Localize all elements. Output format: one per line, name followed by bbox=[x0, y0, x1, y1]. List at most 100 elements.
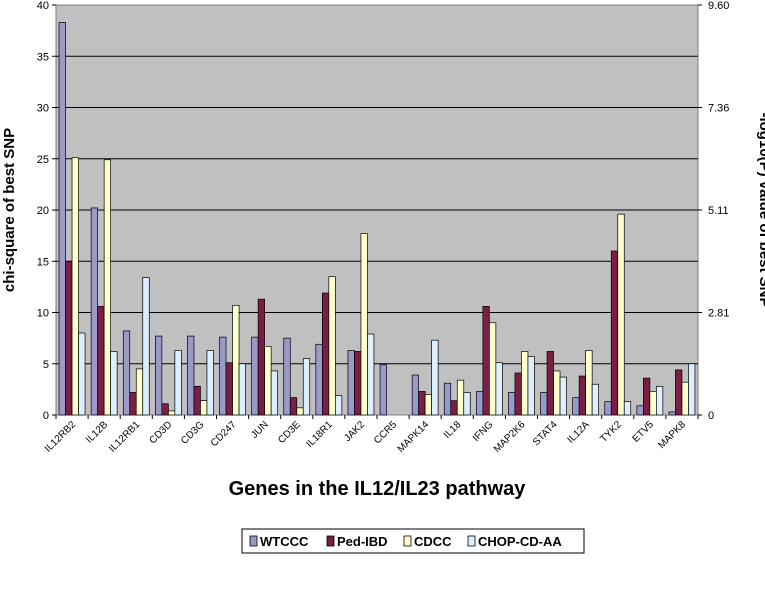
legend-label-ped-ibd: Ped-IBD bbox=[337, 534, 388, 549]
legend-swatch-ped-ibd bbox=[326, 535, 335, 547]
x-tick-label: MAPK8 bbox=[656, 419, 688, 451]
x-tick-label: IL12RB2 bbox=[43, 419, 79, 455]
bar-il18-wtccc bbox=[443, 382, 452, 416]
bar-mapk8-ped-ibd bbox=[675, 369, 683, 416]
bar-il12a-cdcc bbox=[585, 350, 593, 416]
bar-il12rb1-ped-ibd bbox=[129, 392, 137, 416]
bar-stat4-cdcc bbox=[553, 370, 561, 416]
legend-box bbox=[241, 528, 585, 554]
bar-cd247-ped-ibd bbox=[225, 362, 233, 416]
bar-mapk8-chop-cd-aa bbox=[688, 363, 696, 416]
bar-mapk8-cdcc bbox=[681, 381, 689, 416]
bar-etv5-chop-cd-aa bbox=[655, 385, 664, 416]
bar-il18-chop-cd-aa bbox=[463, 392, 471, 416]
y-axis-title: chi-square of best SNP bbox=[1, 128, 18, 292]
x-tick-label: CCR5 bbox=[372, 419, 399, 446]
bar-il12rb2-ped-ibd bbox=[65, 260, 73, 416]
bar-jun-wtccc bbox=[251, 336, 259, 416]
secondary-y-axis-title: -log10(P) value of best SNP bbox=[756, 112, 765, 307]
bar-stat4-wtccc bbox=[540, 392, 548, 416]
bar-cd3d-ped-ibd bbox=[161, 403, 169, 416]
y-tick-label: 20 bbox=[37, 205, 49, 217]
legend-swatch-wtccc bbox=[249, 535, 258, 547]
bar-il12rb2-cdcc bbox=[71, 157, 79, 416]
y-tick-label: 40 bbox=[37, 0, 49, 12]
bar-jun-chop-cd-aa bbox=[270, 370, 278, 416]
x-tick-label: CD3E bbox=[276, 419, 303, 446]
bar-il12b-chop-cd-aa bbox=[110, 351, 118, 416]
bar-jun-ped-ibd bbox=[257, 298, 265, 416]
bar-il18r1-ped-ibd bbox=[322, 292, 330, 416]
x-tick-label: JAK2 bbox=[342, 419, 367, 444]
legend-label-chop-cd-aa: CHOP-CD-AA bbox=[478, 534, 562, 549]
y-tick-label: 35 bbox=[37, 51, 49, 63]
bar-il12b-ped-ibd bbox=[97, 306, 105, 416]
y2-tick-label: 0 bbox=[708, 410, 714, 422]
y-tick-label: 0 bbox=[43, 410, 49, 422]
secondary-y-axis-ticks: 0 2.81 5.11 7.36 9.60 bbox=[698, 0, 729, 422]
bar-il12rb2-wtccc bbox=[58, 22, 66, 416]
legend-label-wtccc: WTCCC bbox=[260, 534, 309, 549]
x-tick-label: CD247 bbox=[209, 419, 239, 449]
x-tick-label: IL12B bbox=[84, 419, 110, 445]
x-tick-label: IL18 bbox=[442, 419, 464, 441]
bar-tyk2-cdcc bbox=[617, 213, 625, 416]
bar-tyk2-ped-ibd bbox=[610, 250, 619, 416]
bar-tyk2-wtccc bbox=[604, 401, 612, 416]
bar-ifng-cdcc bbox=[489, 322, 497, 416]
bar-il12rb2-chop-cd-aa bbox=[78, 332, 86, 416]
bar-ifng-chop-cd-aa bbox=[495, 362, 503, 416]
bar-il12b-cdcc bbox=[103, 159, 112, 416]
bar-il12b-wtccc bbox=[90, 207, 99, 416]
bar-mapk14-cdcc bbox=[424, 394, 432, 416]
bar-stat4-ped-ibd bbox=[546, 351, 554, 416]
bar-map2k6-ped-ibd bbox=[514, 372, 522, 416]
x-tick-label: JUN bbox=[249, 419, 271, 441]
bar-cd3e-ped-ibd bbox=[289, 397, 298, 416]
bar-ifng-wtccc bbox=[476, 391, 484, 416]
bar-cd247-cdcc bbox=[232, 304, 240, 416]
bar-cd3e-wtccc bbox=[283, 337, 291, 416]
bar-il12rb1-cdcc bbox=[135, 368, 144, 416]
legend: WTCCC Ped-IBD CDCC CHOP-CD-AA bbox=[241, 528, 585, 554]
bar-map2k6-chop-cd-aa bbox=[527, 356, 535, 416]
y2-tick-label: 9.60 bbox=[708, 0, 729, 12]
bar-cd3d-wtccc bbox=[155, 335, 163, 416]
bar-il12a-wtccc bbox=[572, 397, 580, 416]
legend-swatch-cdcc bbox=[403, 535, 412, 547]
bar-etv5-ped-ibd bbox=[642, 377, 651, 416]
y2-tick-label: 5.11 bbox=[708, 205, 729, 217]
bar-mapk14-ped-ibd bbox=[418, 391, 426, 416]
bar-ccr5-wtccc bbox=[379, 364, 387, 416]
bar-il12rb1-chop-cd-aa bbox=[142, 277, 150, 416]
bar-ifng-ped-ibd bbox=[482, 306, 490, 416]
bar-jak2-wtccc bbox=[347, 350, 355, 416]
bar-cd3g-chop-cd-aa bbox=[206, 350, 214, 416]
x-tick-label: IL12RB1 bbox=[107, 419, 143, 455]
bar-map2k6-cdcc bbox=[521, 351, 529, 416]
bar-cd247-wtccc bbox=[219, 336, 227, 416]
bar-tyk2-chop-cd-aa bbox=[623, 401, 632, 416]
bar-cd247-chop-cd-aa bbox=[238, 363, 246, 416]
y-axis-ticks: 0 5 10 15 20 25 30 35 40 bbox=[37, 0, 56, 422]
legend-label-cdcc: CDCC bbox=[414, 534, 452, 549]
x-tick-label: IL12A bbox=[566, 419, 592, 445]
bar-cd3g-ped-ibd bbox=[193, 385, 201, 416]
bar-cd3d-cdcc bbox=[168, 410, 176, 416]
bar-cd3e-cdcc bbox=[296, 407, 304, 416]
y2-tick-label: 2.81 bbox=[708, 308, 729, 320]
legend-swatch-chop-cd-aa bbox=[467, 535, 476, 547]
x-tick-label: ETV5 bbox=[631, 419, 657, 445]
x-tick-label: IL18R1 bbox=[304, 419, 335, 450]
x-tick-label: IFNG bbox=[471, 419, 496, 444]
y-tick-label: 30 bbox=[37, 103, 49, 115]
bar-mapk14-wtccc bbox=[411, 374, 419, 416]
bar-cd3e-chop-cd-aa bbox=[302, 358, 311, 416]
bar-il12rb1-wtccc bbox=[122, 330, 131, 416]
x-tick-label: STAT4 bbox=[531, 419, 560, 448]
bar-cd3g-cdcc bbox=[200, 400, 208, 416]
bar-il18r1-wtccc bbox=[315, 343, 323, 416]
bar-il12a-chop-cd-aa bbox=[591, 383, 600, 416]
bar-cd3g-wtccc bbox=[187, 335, 195, 416]
